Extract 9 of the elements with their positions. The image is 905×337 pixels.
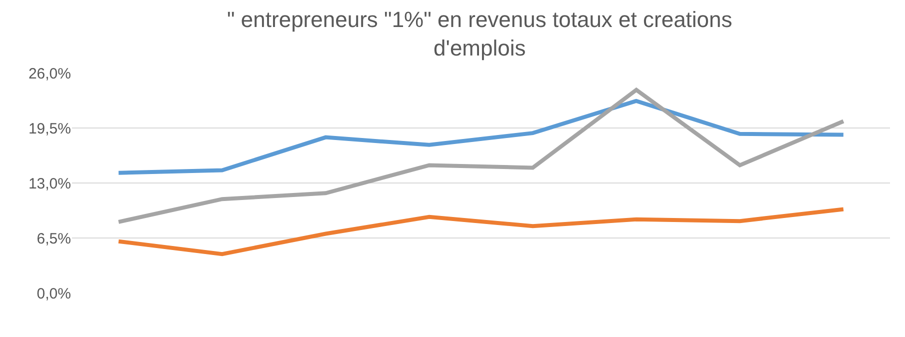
chart-title: " entrepreneurs "1%" en revenus totaux et creations d'emplois xyxy=(227,6,732,61)
y-tick-label: 6,5% xyxy=(36,230,71,248)
line-series xyxy=(116,207,846,256)
y-tick-label: 0,0% xyxy=(36,285,71,302)
y-tick-label: 26,0% xyxy=(28,65,71,82)
y-tick-label: 13,0% xyxy=(28,175,71,192)
y-tick-label: 19,5% xyxy=(28,120,71,138)
line-series xyxy=(116,98,846,175)
line-series xyxy=(116,88,846,224)
